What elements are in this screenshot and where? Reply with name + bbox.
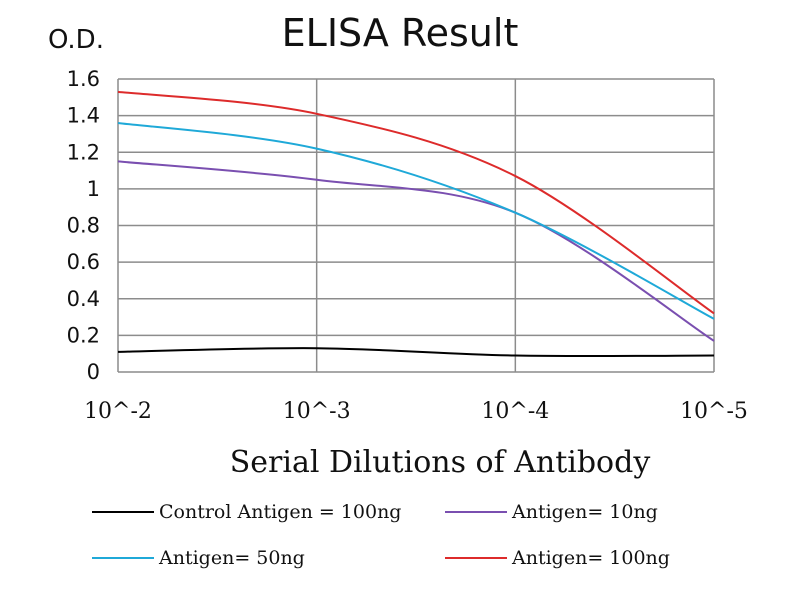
x-tick-label: 10^-2 (84, 399, 152, 424)
y-tick-labels: 0 0.2 0.4 0.6 0.8 1 1.2 1.4 1.6 (67, 67, 100, 384)
y-tick-label: 0.8 (67, 214, 100, 238)
legend-label: Antigen= 50ng (158, 547, 305, 569)
y-tick-label: 1.6 (67, 67, 100, 91)
grid-layer (117, 78, 715, 373)
x-tick-label: 10^-4 (481, 399, 549, 424)
y-tick-label: 1.4 (67, 104, 100, 128)
x-axis-label: Serial Dilutions of Antibody (230, 445, 651, 480)
x-tick-label: 10^-5 (680, 399, 748, 424)
x-tick-labels: 10^-2 10^-3 10^-4 10^-5 (84, 399, 748, 424)
y-tick-label: 0.4 (67, 287, 100, 311)
y-tick-label: 1 (87, 177, 100, 201)
y-tick-label: 0.2 (67, 323, 100, 347)
chart-title: ELISA Result (282, 11, 519, 55)
y-tick-label: 0 (87, 360, 100, 384)
legend-label: Antigen= 100ng (511, 547, 670, 569)
series-line-4 (117, 90, 715, 315)
series-line-3 (117, 121, 715, 320)
legend: Control Antigen = 100ng Antigen= 10ng Anti… (92, 501, 670, 569)
x-tick-label: 10^-3 (283, 399, 351, 424)
series-line-1 (117, 347, 715, 358)
legend-label: Antigen= 10ng (511, 501, 658, 523)
y-tick-label: 0.6 (67, 250, 100, 274)
y-tick-label: 1.2 (67, 140, 100, 164)
y-axis-label: O.D. (48, 25, 104, 55)
legend-label: Control Antigen = 100ng (159, 501, 401, 523)
series-line-2 (117, 160, 715, 342)
series-lines (117, 90, 715, 358)
